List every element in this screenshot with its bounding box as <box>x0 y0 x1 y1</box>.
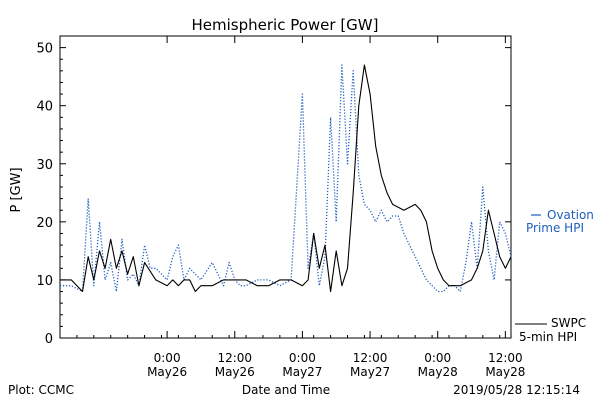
x-tick-date: May26 <box>147 365 187 379</box>
y-axis: 0 10 20 30 40 50 <box>36 42 511 347</box>
x-axis: 0:00May2612:00May260:00May2712:00May270:… <box>59 36 525 379</box>
y-tick-label: 40 <box>36 100 53 115</box>
x-tick-date: May26 <box>215 365 255 379</box>
x-axis-label: Date and Time <box>242 383 330 397</box>
ovation-series-line <box>60 64 512 293</box>
y-axis-label: P [GW] <box>9 167 24 212</box>
plot-frame <box>59 35 512 339</box>
y-tick-label: 20 <box>36 216 53 231</box>
x-tick-date: May28 <box>485 365 525 379</box>
x-tick-date: May27 <box>282 365 322 379</box>
chart-title: Hemispheric Power [GW] <box>192 16 379 34</box>
y-tick-label: 30 <box>36 158 53 173</box>
x-tick-time: 12:00 <box>217 351 252 365</box>
legend-ovation-label-2: Prime HPI <box>526 221 584 235</box>
legend-ovation-label-1: Ovation <box>547 208 594 222</box>
timestamp: 2019/05/28 12:15:14 <box>453 383 580 397</box>
swpc-series-line <box>60 64 512 293</box>
y-tick-label: 50 <box>36 42 53 57</box>
legend-swpc: SWPC 5-min HPI <box>515 316 586 344</box>
x-tick-time: 12:00 <box>353 351 388 365</box>
y-tick-label: 10 <box>36 274 53 289</box>
x-tick-time: 0:00 <box>154 351 181 365</box>
x-tick-date: May27 <box>350 365 390 379</box>
plot-credit: Plot: CCMC <box>8 383 74 397</box>
legend-swpc-label-1: SWPC <box>551 316 586 330</box>
y-tick-label: 0 <box>45 332 53 347</box>
data-series <box>60 64 512 293</box>
x-tick-time: 0:00 <box>424 351 451 365</box>
x-tick-time: 0:00 <box>289 351 316 365</box>
legend-ovation: Ovation Prime HPI <box>526 208 594 235</box>
x-tick-time: 12:00 <box>488 351 523 365</box>
legend-swpc-label-2: 5-min HPI <box>519 330 577 344</box>
x-tick-date: May28 <box>418 365 458 379</box>
